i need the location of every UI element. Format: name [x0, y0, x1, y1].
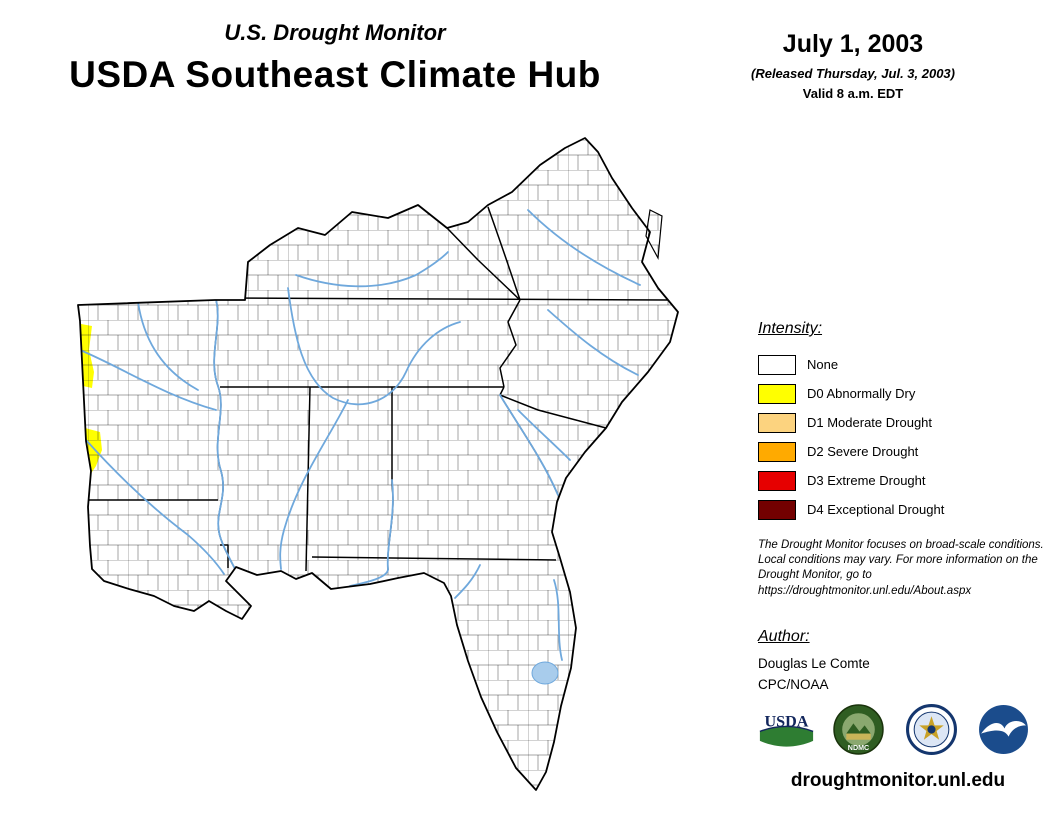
hub-title: USDA Southeast Climate Hub	[69, 54, 601, 95]
legend-item: D1 Moderate Drought	[758, 408, 944, 437]
legend-item: D0 Abnormally Dry	[758, 379, 944, 408]
southeast-drought-map	[48, 110, 713, 810]
legend-label: D2 Severe Drought	[807, 444, 919, 459]
author-org: CPC/NOAA	[758, 677, 829, 692]
ndmc-logo: NDMC	[833, 704, 885, 755]
rivers	[79, 209, 641, 661]
author-heading: Author:	[758, 628, 810, 645]
legend-label: D0 Abnormally Dry	[807, 386, 916, 401]
legend-swatch-d2	[758, 441, 796, 462]
doc-seal-logo	[905, 704, 957, 755]
legend-label: D1 Moderate Drought	[807, 415, 933, 430]
legend-label: None	[807, 357, 839, 372]
legend-item: D4 Exceptional Drought	[758, 495, 944, 524]
legend-item: D3 Extreme Drought	[758, 466, 944, 495]
report-title: U.S. Drought Monitor	[224, 20, 446, 45]
delmarva-peninsula	[645, 209, 663, 261]
legend-swatch-d0	[758, 383, 796, 404]
land-area	[78, 138, 678, 790]
county-grid	[78, 138, 678, 790]
legend-item: None	[758, 350, 944, 379]
legend-label: D3 Extreme Drought	[807, 473, 926, 488]
header-title-block: U.S. Drought Monitor USDA Southeast Clim…	[20, 20, 650, 96]
legend-heading: Intensity:	[758, 320, 823, 337]
legend-label: D4 Exceptional Drought	[807, 502, 945, 517]
svg-text:NDMC: NDMC	[848, 744, 869, 752]
author-name: Douglas Le Comte	[758, 656, 870, 671]
legend-item: D2 Severe Drought	[758, 437, 944, 466]
legend-swatch-d4	[758, 499, 796, 520]
footer-url: droughtmonitor.unl.edu	[790, 770, 1006, 791]
legend-swatch-none	[758, 354, 796, 375]
usda-logo: USDA	[758, 709, 815, 750]
intensity-legend: None D0 Abnormally Dry D1 Moderate Droug…	[758, 350, 944, 524]
legend-swatch-d3	[758, 470, 796, 491]
lake-okeechobee	[531, 661, 559, 685]
legend-swatch-d1	[758, 412, 796, 433]
release-date: (Released Thursday, Jul. 3, 2003)	[751, 66, 955, 81]
map-svg	[77, 137, 679, 791]
valid-time: Valid 8 a.m. EDT	[802, 86, 904, 101]
header-date-block: July 1, 2003 (Released Thursday, Jul. 3,…	[703, 30, 1003, 101]
noaa-logo	[979, 705, 1028, 754]
region-outline	[77, 137, 679, 791]
map-date: July 1, 2003	[782, 30, 924, 58]
agency-logos: USDA NDMC	[758, 703, 1032, 756]
disclaimer-text: The Drought Monitor focuses on broad-sca…	[758, 539, 1044, 597]
